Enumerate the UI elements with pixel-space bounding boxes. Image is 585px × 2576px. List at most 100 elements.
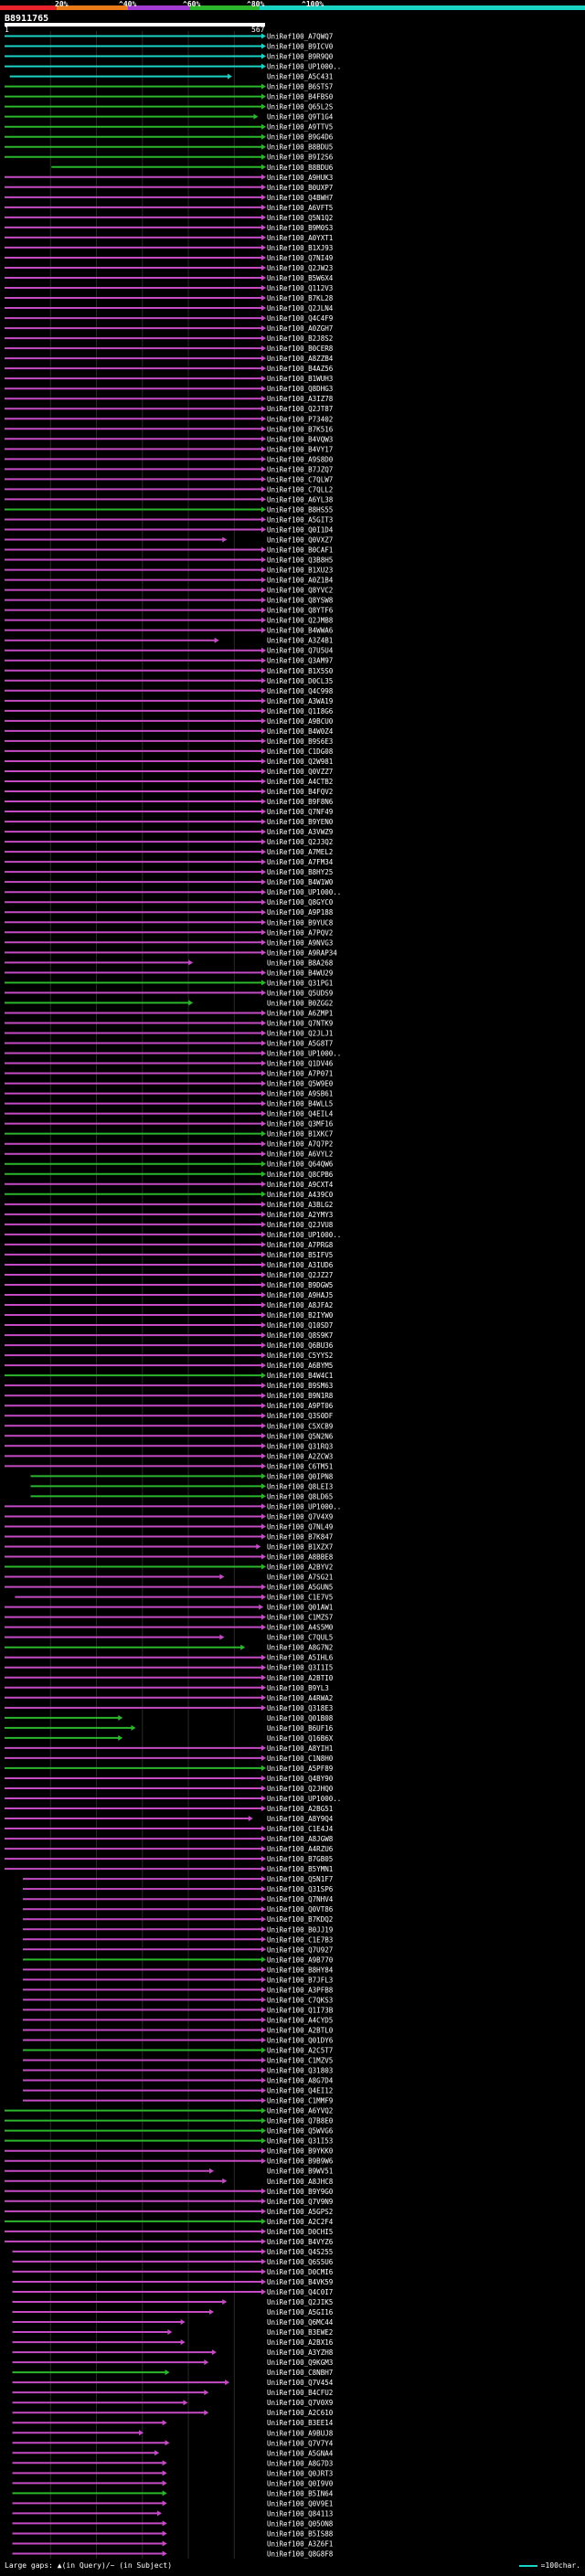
hit-label[interactable]: UniRef100_A7FM34 (267, 858, 334, 866)
hit-label[interactable]: UniRef100_B9YUC8 (267, 918, 334, 927)
hit-label[interactable]: UniRef100_Q0VZZ7 (267, 768, 333, 776)
hit-label[interactable]: UniRef100_Q7V454 (267, 2379, 334, 2387)
hit-label[interactable]: UniRef100_A9B770 (267, 1956, 334, 1964)
hit-label[interactable]: UniRef100_B0CAF1 (267, 546, 333, 555)
hit-label[interactable]: UniRef100_UP1000.. (267, 1050, 341, 1058)
hit-label[interactable]: UniRef100_A5GPS2 (267, 2208, 333, 2216)
hit-label[interactable]: UniRef100_B9G4D6 (267, 133, 334, 142)
hit-label[interactable]: UniRef100_Q5N1Q2 (267, 214, 333, 222)
hit-label[interactable]: UniRef100_C1E7B3 (267, 1935, 333, 1944)
hit-label[interactable]: UniRef100_Q2JLN4 (267, 304, 334, 313)
hit-label[interactable]: UniRef100_A6YVQ2 (267, 2107, 333, 2115)
hit-label[interactable]: UniRef100_UP1000.. (267, 1795, 341, 1803)
hit-label[interactable]: UniRef100_Q4C0I7 (267, 2288, 333, 2296)
hit-label[interactable]: UniRef100_Q0IPN8 (267, 1472, 334, 1480)
hit-label[interactable]: UniRef100_Q4C998 (267, 687, 334, 695)
hit-label[interactable]: UniRef100_A9SB61 (267, 1090, 333, 1098)
hit-label[interactable]: UniRef100_Q6MC44 (267, 2318, 334, 2327)
hit-label[interactable]: UniRef100_Q4EIL4 (267, 1110, 334, 1118)
hit-label[interactable]: UniRef100_B6UF16 (267, 1724, 334, 1733)
hit-label[interactable]: UniRef100_Q7V0X9 (267, 2399, 333, 2407)
hit-label[interactable]: UniRef100_Q8YVC2 (267, 587, 333, 595)
hit-label[interactable]: UniRef100_B4W0Z4 (267, 727, 334, 736)
hit-label[interactable]: UniRef100_B9YEN0 (267, 818, 334, 826)
hit-label[interactable]: UniRef100_Q05ON8 (267, 2519, 334, 2528)
hit-label[interactable]: UniRef100_A5IHL6 (267, 1654, 334, 1662)
hit-label[interactable]: UniRef100_B1XKC7 (267, 1130, 333, 1139)
hit-label[interactable]: UniRef100_A3WA19 (267, 697, 333, 705)
hit-label[interactable]: UniRef100_A0ZGH7 (267, 324, 333, 333)
hit-label[interactable]: UniRef100_B4CFU2 (267, 2389, 333, 2397)
hit-label[interactable]: UniRef100_B4FQV2 (267, 788, 333, 796)
hit-label[interactable]: UniRef100_C1MMF9 (267, 2097, 333, 2105)
hit-label[interactable]: UniRef100_UP1000.. (267, 888, 341, 896)
hit-label[interactable]: UniRef100_B9F8N6 (267, 798, 334, 806)
hit-label[interactable]: UniRef100_Q5N1F7 (267, 1875, 333, 1883)
hit-label[interactable]: UniRef100_Q3AM97 (267, 657, 333, 665)
hit-label[interactable]: UniRef100_B8HY84 (267, 1966, 334, 1974)
hit-label[interactable]: UniRef100_Q2JVU8 (267, 1221, 334, 1229)
hit-label[interactable]: UniRef100_Q8LEI3 (267, 1482, 333, 1490)
hit-label[interactable]: UniRef100_B9YL3 (267, 1684, 329, 1692)
hit-label[interactable]: UniRef100_B0ZGG2 (267, 999, 333, 1007)
hit-label[interactable]: UniRef100_A8JHC8 (267, 2178, 334, 2186)
hit-label[interactable]: UniRef100_B4FBS0 (267, 93, 334, 101)
hit-label[interactable]: UniRef100_A7PRG8 (267, 1241, 334, 1249)
hit-label[interactable]: UniRef100_B0CER8 (267, 345, 334, 353)
hit-label[interactable]: UniRef100_B4AZ56 (267, 365, 334, 373)
hit-label[interactable]: UniRef100_A6YL38 (267, 495, 334, 504)
hit-label[interactable]: UniRef100_A2BTL0 (267, 2026, 334, 2034)
hit-label[interactable]: UniRef100_Q2J3Q2 (267, 838, 333, 846)
hit-label[interactable]: UniRef100_A9TTV5 (267, 123, 333, 132)
hit-label[interactable]: UniRef100_A2C2F4 (267, 2218, 334, 2226)
hit-label[interactable]: UniRef100_Q8YTF6 (267, 607, 334, 615)
hit-label[interactable]: UniRef100_Q8S9K7 (267, 1331, 333, 1340)
hit-label[interactable]: UniRef100_Q2JMB8 (267, 617, 334, 625)
hit-label[interactable]: UniRef100_A9S8D0 (267, 455, 334, 463)
hit-label[interactable]: UniRef100_A7Q7P2 (267, 1140, 333, 1149)
hit-label[interactable]: UniRef100_Q0VT86 (267, 1905, 334, 1913)
hit-label[interactable]: UniRef100_Q0V9E1 (267, 2499, 333, 2507)
hit-label[interactable]: UniRef100_Q0VXZ7 (267, 536, 333, 545)
hit-label[interactable]: UniRef100_A9RAP34 (267, 949, 337, 957)
hit-label[interactable]: UniRef100_Q4BY90 (267, 1775, 334, 1783)
hit-label[interactable]: UniRef100_A2BX16 (267, 2338, 334, 2347)
hit-label[interactable]: UniRef100_B1XU23 (267, 567, 333, 575)
hit-label[interactable]: UniRef100_Q8GYC0 (267, 898, 334, 906)
hit-label[interactable]: UniRef100_B9ICV0 (267, 43, 334, 51)
hit-label[interactable]: UniRef100_C6TM51 (267, 1462, 333, 1470)
hit-label[interactable]: UniRef100_Q0I9V0 (267, 2479, 334, 2487)
hit-label[interactable]: UniRef100_B6STS7 (267, 83, 333, 91)
hit-label[interactable]: UniRef100_A5PF89 (267, 1765, 333, 1773)
hit-label[interactable]: UniRef100_C7QLL2 (267, 485, 333, 493)
hit-label[interactable]: UniRef100_A5GI16 (267, 2308, 334, 2316)
hit-label[interactable]: UniRef100_B5IFV5 (267, 1251, 333, 1259)
hit-label[interactable]: UniRef100_A8ZZB4 (267, 355, 334, 363)
hit-label[interactable]: UniRef100_C5YYS2 (267, 1352, 333, 1360)
hit-label[interactable]: UniRef100_C1N8H0 (267, 1754, 334, 1763)
hit-label[interactable]: UniRef100_Q65L2S (267, 103, 334, 111)
hit-label[interactable]: UniRef100_B4W1W0 (267, 878, 334, 886)
hit-label[interactable]: UniRef100_A5GNA4 (267, 2449, 334, 2457)
hit-label[interactable]: UniRef100_B9B9W6 (267, 2157, 334, 2166)
hit-label[interactable]: UniRef100_B8HY25 (267, 868, 333, 876)
hit-label[interactable]: UniRef100_D0CMI6 (267, 2268, 334, 2276)
hit-label[interactable]: UniRef100_B4WLL5 (267, 1100, 333, 1108)
hit-label[interactable]: UniRef100_A9P188 (267, 908, 334, 917)
hit-label[interactable]: UniRef100_A8JFA2 (267, 1301, 333, 1309)
hit-label[interactable]: UniRef100_A9HUK3 (267, 174, 333, 182)
hit-label[interactable]: UniRef100_A3Z6F1 (267, 2539, 333, 2548)
hit-label[interactable]: UniRef100_Q31RQ3 (267, 1442, 333, 1450)
hit-label[interactable]: UniRef100_B7JFL3 (267, 1976, 333, 1984)
hit-label[interactable]: UniRef100_A6ZMP1 (267, 1009, 333, 1017)
hit-label[interactable]: UniRef100_Q5UDS9 (267, 989, 333, 997)
hit-label[interactable]: UniRef100_B1XJ93 (267, 244, 333, 252)
hit-label[interactable]: UniRef100_Q5W9E0 (267, 1080, 334, 1088)
hit-label[interactable]: UniRef100_Q01B08 (267, 1714, 334, 1723)
hit-label[interactable]: UniRef100_Q0I1D4 (267, 525, 334, 534)
hit-label[interactable]: UniRef100_B2J8S2 (267, 334, 333, 343)
hit-label[interactable]: UniRef100_B7K847 (267, 1532, 333, 1541)
hit-label[interactable]: UniRef100_B9Y9G0 (267, 2188, 334, 2196)
hit-label[interactable]: UniRef100_Q9KGM3 (267, 2359, 333, 2367)
hit-label[interactable]: UniRef100_A9NVG3 (267, 938, 333, 947)
